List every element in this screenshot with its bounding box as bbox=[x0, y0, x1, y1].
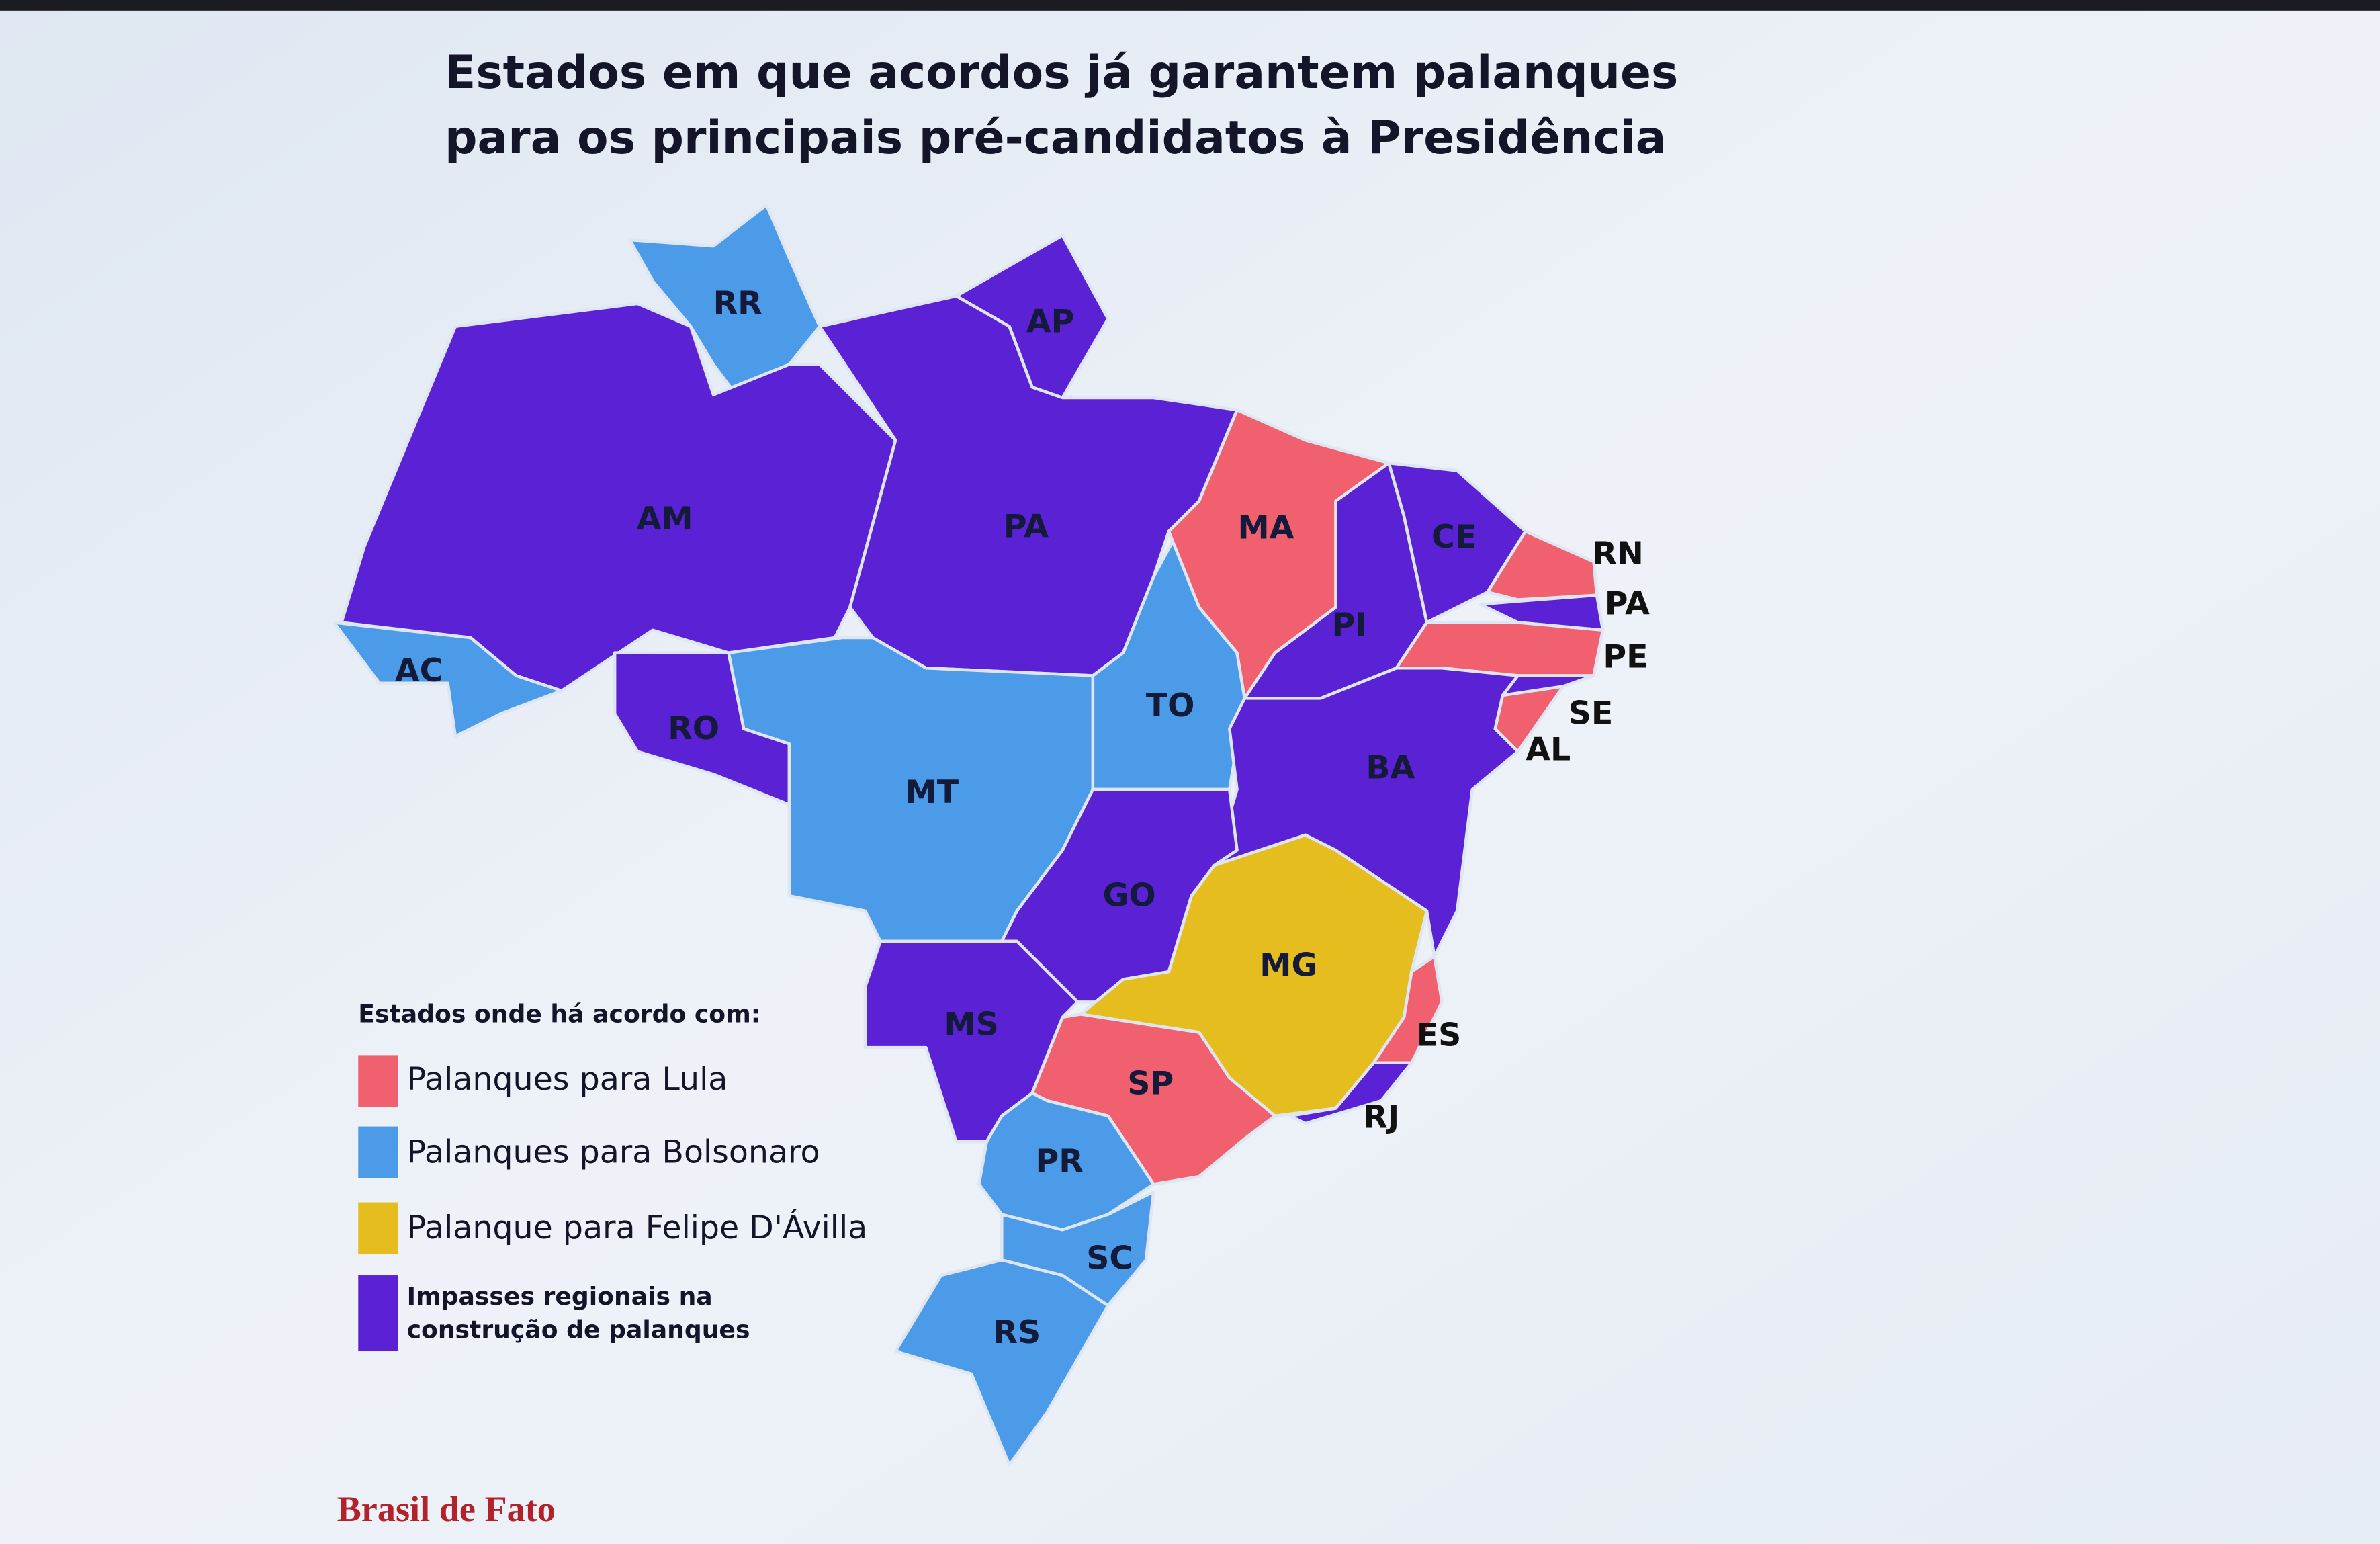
state-label: MT bbox=[906, 774, 959, 811]
state bbox=[1486, 529, 1599, 601]
state-label: RN bbox=[1593, 535, 1644, 572]
state-label: AL bbox=[1526, 731, 1571, 768]
state-label: MA bbox=[1238, 510, 1294, 547]
state-label: GO bbox=[1102, 877, 1155, 914]
states bbox=[332, 203, 1605, 1467]
legend-swatch bbox=[358, 1126, 398, 1178]
state-label: RJ bbox=[1363, 1099, 1399, 1135]
state-label: AP bbox=[1026, 303, 1074, 340]
state-label: AC bbox=[395, 652, 443, 689]
legend-swatch bbox=[358, 1275, 398, 1352]
state-label: PI bbox=[1332, 607, 1367, 644]
legend-label: Palanques para Bolsonaro bbox=[407, 1133, 820, 1170]
state-label: MG bbox=[1260, 947, 1317, 984]
state bbox=[977, 1091, 1155, 1232]
title-line: para os principais pré-candidatos à Pres… bbox=[445, 111, 1666, 164]
state-label: RS bbox=[994, 1314, 1041, 1351]
legend-swatch bbox=[358, 1055, 398, 1107]
state-label: PA bbox=[1004, 508, 1049, 545]
legend-label: Impasses regionais na bbox=[407, 1282, 713, 1311]
state-label: SP bbox=[1127, 1066, 1174, 1103]
state-label: PA bbox=[1605, 586, 1650, 623]
state bbox=[332, 621, 564, 738]
state-label: AM bbox=[637, 501, 693, 538]
state-label: SE bbox=[1569, 695, 1614, 732]
legend: Estados onde há acordo com: Palanques pa… bbox=[358, 1000, 868, 1352]
state bbox=[893, 1258, 1110, 1467]
state-labels: RR AP AM AC RO PA MT TO MA PI CE RN PA P… bbox=[395, 285, 1650, 1351]
legend-label: Palanque para Felipe D'Ávilla bbox=[407, 1208, 868, 1246]
state-label: RR bbox=[713, 285, 762, 322]
legend-label: construção de palanques bbox=[407, 1316, 750, 1344]
legend-heading: Estados onde há acordo com: bbox=[358, 1000, 760, 1029]
state-label: PR bbox=[1036, 1143, 1084, 1180]
state-label: BA bbox=[1366, 750, 1415, 787]
state-label: PE bbox=[1603, 639, 1648, 676]
legend-swatch bbox=[358, 1202, 398, 1254]
state-label: RO bbox=[668, 710, 719, 747]
state-label: ES bbox=[1417, 1017, 1462, 1054]
state-label: MS bbox=[944, 1006, 998, 1043]
state-label: SC bbox=[1086, 1240, 1133, 1277]
brand: Brasil de Fato bbox=[337, 1489, 556, 1529]
title-line: Estados em que acordos já garantem palan… bbox=[445, 46, 1678, 99]
state-label: CE bbox=[1431, 519, 1477, 556]
state bbox=[1288, 1061, 1413, 1125]
legend-label: Palanques para Lula bbox=[407, 1061, 728, 1098]
state-label: TO bbox=[1146, 687, 1195, 724]
top-edge bbox=[0, 0, 2380, 11]
